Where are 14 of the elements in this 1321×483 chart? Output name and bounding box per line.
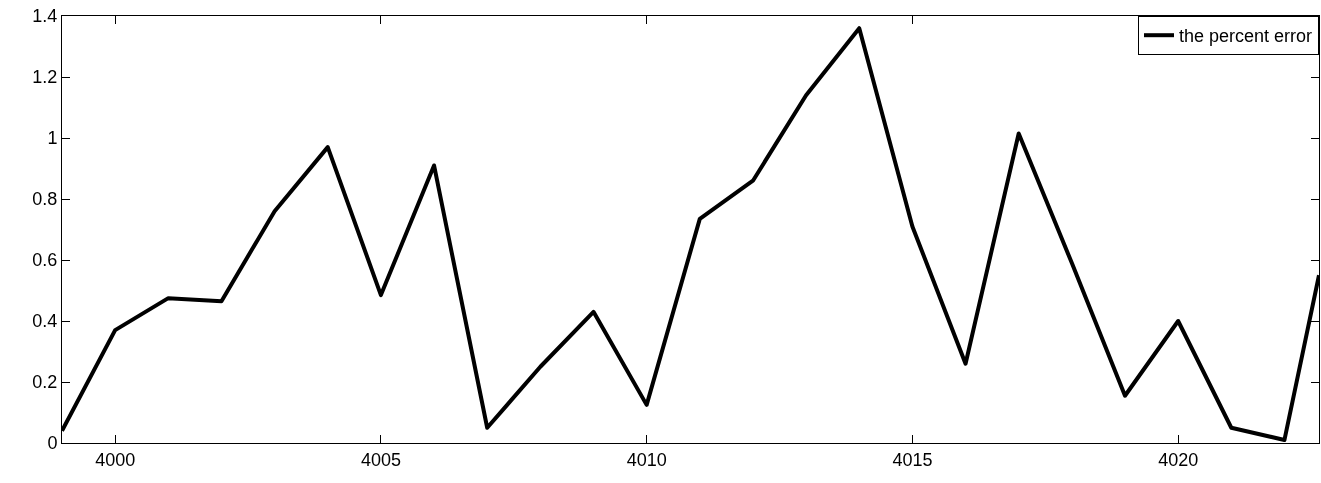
x-tick-label: 4020: [1158, 449, 1199, 470]
x-tick-label: 4015: [892, 449, 933, 470]
y-tick-label: 0.6: [32, 250, 58, 271]
y-tick-label: 1.4: [32, 6, 58, 27]
x-tick-label: 4000: [95, 449, 136, 470]
y-tick-label: 0.8: [32, 189, 58, 210]
y-tick-label: 0.2: [32, 372, 58, 393]
y-tick-label: 1: [47, 128, 58, 149]
legend-label: the percent error: [1179, 26, 1313, 47]
x-tick-label: 4005: [360, 449, 401, 470]
y-tick-label: 1.2: [32, 67, 58, 88]
y-tick-label: 0: [47, 433, 58, 454]
y-tick-label: 0.4: [32, 311, 58, 332]
x-tick-label: 4010: [626, 449, 667, 470]
